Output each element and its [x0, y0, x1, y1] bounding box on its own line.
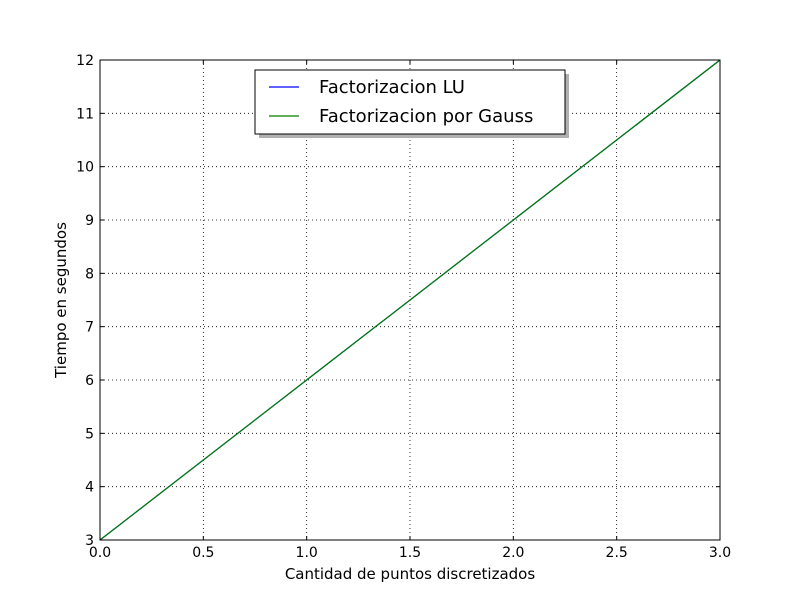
legend-label: Factorizacion LU — [319, 77, 465, 98]
x-tick-label: 0.5 — [192, 545, 214, 561]
x-tick-label: 2.0 — [502, 545, 524, 561]
y-tick-label: 7 — [85, 320, 94, 336]
y-tick-label: 10 — [76, 160, 94, 176]
series-lines — [99, 59, 721, 541]
y-tick-label: 5 — [85, 426, 94, 442]
y-tick-label: 12 — [76, 53, 94, 69]
y-tick-label: 6 — [85, 373, 94, 389]
legend-box — [254, 69, 566, 135]
axis-ticks: 0.0 0.5 1.0 1.5 2.0 2.5 3.0 3 4 5 6 7 8 9 10 11 12 — [76, 53, 731, 561]
y-axis-label: Tiempo en segundos — [52, 222, 70, 379]
y-tick-label: 9 — [85, 213, 94, 229]
x-tick-label: 1.0 — [296, 545, 318, 561]
y-tick-label: 4 — [85, 480, 94, 496]
legend-label: Factorizacion por Gauss — [319, 106, 533, 127]
y-tick-label: 11 — [76, 106, 94, 122]
y-tick-label: 8 — [85, 266, 94, 282]
series-line-2 — [99, 59, 721, 541]
x-tick-label: 0.0 — [89, 545, 111, 561]
legend: Factorizacion LU Factorizacion por Gauss — [254, 69, 569, 138]
x-tick-label: 3.0 — [709, 545, 731, 561]
x-tick-label: 1.5 — [399, 545, 421, 561]
y-tick-label: 3 — [85, 533, 94, 549]
x-tick-label: 2.5 — [606, 545, 628, 561]
x-axis-label: Cantidad de puntos discretizados — [285, 565, 536, 583]
